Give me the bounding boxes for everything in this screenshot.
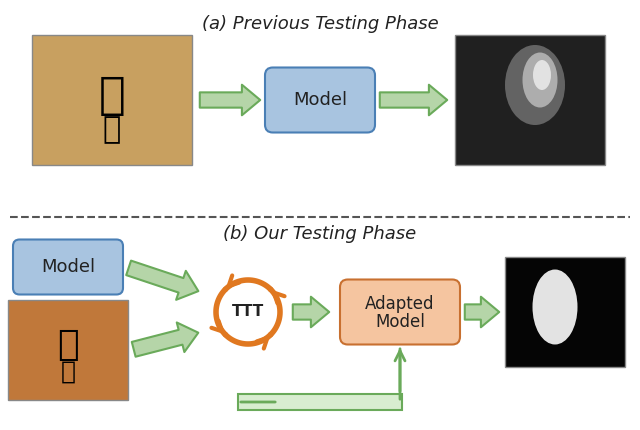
Bar (455, 35, 605, 165)
FancyBboxPatch shape (265, 68, 375, 132)
Text: Model: Model (375, 313, 425, 331)
Text: 🎃: 🎃 (103, 116, 121, 144)
Ellipse shape (532, 270, 577, 344)
Bar (32, 35, 192, 165)
Text: TTT: TTT (232, 304, 264, 319)
Text: (a) Previous Testing Phase: (a) Previous Testing Phase (202, 15, 438, 33)
Text: 🎃: 🎃 (99, 74, 125, 117)
Text: (b) Our Testing Phase: (b) Our Testing Phase (223, 225, 417, 243)
FancyBboxPatch shape (340, 280, 460, 344)
Text: 🎃: 🎃 (57, 328, 79, 362)
Ellipse shape (533, 60, 551, 90)
Text: Adapted: Adapted (365, 295, 435, 313)
FancyBboxPatch shape (13, 240, 123, 295)
Bar (505, 257, 625, 367)
Text: 🎃: 🎃 (61, 360, 76, 384)
Ellipse shape (522, 52, 557, 108)
Text: Model: Model (293, 91, 347, 109)
Text: Model: Model (41, 258, 95, 276)
Ellipse shape (505, 45, 565, 125)
Bar (238, 394, 402, 410)
Bar (8, 300, 128, 400)
